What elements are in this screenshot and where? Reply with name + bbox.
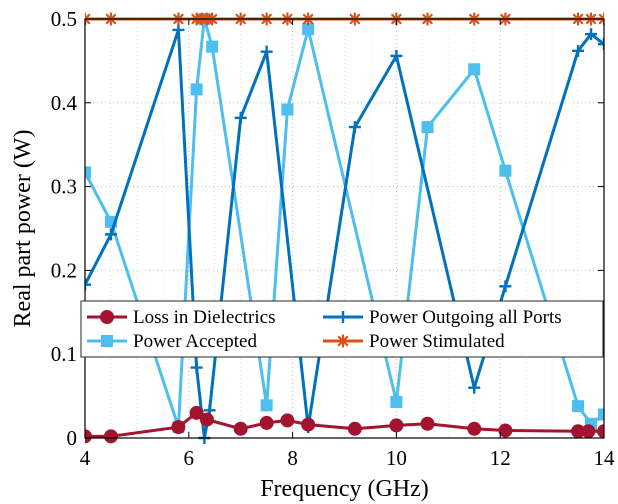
data-point xyxy=(259,415,274,430)
axis-ticks: 4 6 8 10 12 14 0 0.1 0.2 0.3 0.4 0.5 xyxy=(51,7,615,470)
data-point xyxy=(421,121,434,134)
legend-marker xyxy=(336,334,350,348)
data-point xyxy=(581,424,596,439)
series-loss-in-dielectrics xyxy=(85,405,604,444)
data-point xyxy=(103,429,118,444)
data-point xyxy=(233,421,248,436)
data-point xyxy=(190,83,203,96)
legend-entry: Power Accepted xyxy=(87,331,257,352)
data-point xyxy=(420,416,435,431)
data-point xyxy=(598,408,604,421)
data-point xyxy=(171,420,186,435)
axes-frame xyxy=(84,18,605,439)
data-point xyxy=(260,45,273,58)
x-tick-label: 12 xyxy=(490,446,511,470)
x-tick-label: 4 xyxy=(80,446,91,470)
data-point xyxy=(85,278,91,291)
x-tick-label: 14 xyxy=(594,446,616,470)
data-point xyxy=(281,103,294,116)
data-point xyxy=(572,44,585,57)
data-point xyxy=(499,280,512,293)
data-point xyxy=(85,429,92,444)
data-point xyxy=(260,399,273,412)
legend: Loss in Dielectrics Power Outgoing all Po… xyxy=(80,300,604,358)
data-point xyxy=(189,405,204,420)
data-point xyxy=(585,28,598,41)
x-tick-label: 8 xyxy=(287,446,298,470)
data-point xyxy=(597,424,604,439)
data-point xyxy=(190,361,203,374)
x-tick-label: 10 xyxy=(386,446,407,470)
data-point xyxy=(199,412,214,427)
legend-label: Power Accepted xyxy=(133,331,257,352)
series-line xyxy=(85,18,604,428)
data-point xyxy=(389,418,404,433)
data-point xyxy=(104,228,117,241)
legend-label: Power Outgoing all Ports xyxy=(369,307,562,328)
data-point xyxy=(172,23,185,36)
series-power-outgoing-all-ports xyxy=(85,23,604,444)
y-tick-label: 0.2 xyxy=(51,258,77,282)
data-point xyxy=(468,381,481,394)
series-line xyxy=(85,29,604,439)
x-axis-label: Frequency (GHz) xyxy=(260,476,429,502)
data-point xyxy=(347,421,362,436)
data-point xyxy=(390,395,403,408)
legend-box xyxy=(80,300,604,358)
data-point xyxy=(467,421,482,436)
data-point xyxy=(348,121,361,134)
y-tick-label: 0.1 xyxy=(51,342,77,366)
data-point xyxy=(390,49,403,62)
data-point xyxy=(468,63,481,76)
legend-marker xyxy=(100,310,114,324)
y-axis-label: Real part power (W) xyxy=(10,130,36,328)
x-tick-label: 6 xyxy=(184,446,195,470)
y-tick-label: 0.5 xyxy=(51,7,77,31)
data-point xyxy=(598,38,604,51)
data-point xyxy=(85,166,91,179)
data-point xyxy=(280,413,295,428)
y-tick-label: 0.3 xyxy=(51,175,77,199)
legend-entry: Power Stimulated xyxy=(323,331,505,352)
legend-label: Power Stimulated xyxy=(369,331,505,352)
legend-marker xyxy=(101,335,113,347)
legend-marker xyxy=(337,311,349,323)
series-line xyxy=(85,411,604,438)
data-point xyxy=(301,417,316,432)
y-tick-label: 0.4 xyxy=(51,91,78,115)
data-point xyxy=(206,40,219,53)
data-point xyxy=(234,111,247,124)
legend-entry: Loss in Dielectrics xyxy=(87,307,275,328)
legend-entry: Power Outgoing all Ports xyxy=(323,307,562,328)
data-point xyxy=(572,400,585,413)
y-tick-label: 0 xyxy=(67,426,78,450)
data-point xyxy=(498,423,513,438)
data-point xyxy=(499,164,512,177)
legend-label: Loss in Dielectrics xyxy=(133,307,275,328)
